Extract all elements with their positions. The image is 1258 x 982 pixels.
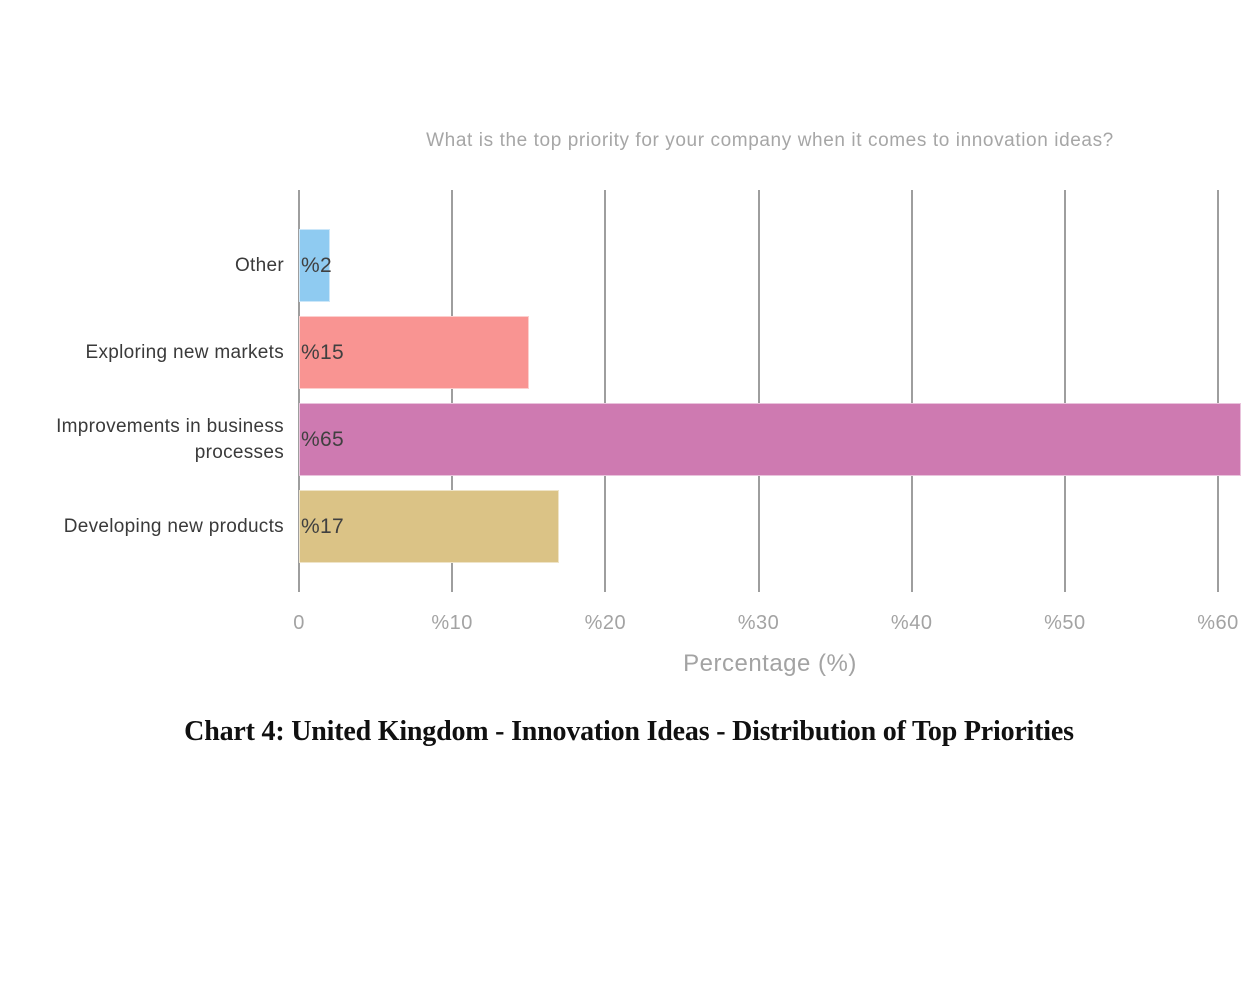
x-tick-label: %60 — [1197, 612, 1239, 634]
x-tick-label: %10 — [431, 612, 473, 634]
bar — [299, 490, 560, 563]
x-tick-label: %50 — [1044, 612, 1086, 634]
gridline — [1217, 190, 1220, 592]
gridline — [298, 190, 300, 592]
bar — [299, 316, 529, 389]
x-tick-label: 0 — [293, 612, 305, 634]
x-tick-label: %40 — [890, 612, 933, 634]
x-axis-ticks: 0 %10 %20 %30 %40 %50 %60 — [293, 612, 1241, 640]
chart-title: What is the top priority for your compan… — [426, 130, 1114, 151]
category-label: Improvements in business processes — [56, 415, 284, 463]
gridline — [1063, 190, 1066, 592]
figure-caption: Chart 4: United Kingdom - Innovation Ide… — [184, 716, 1074, 747]
gridline — [757, 190, 760, 592]
bar-value-label: %2 — [301, 253, 332, 277]
category-label: Developing new products — [63, 515, 284, 537]
plot-area: %2 %15 %65 %17 — [298, 190, 1241, 592]
x-tick-label: %30 — [737, 612, 780, 634]
bar — [299, 403, 1241, 476]
y-axis-category-labels: Other Exploring new markets Improvements i… — [0, 190, 284, 592]
x-axis-label: Percentage (%) — [683, 650, 857, 677]
bar-value-label: %17 — [301, 514, 344, 538]
bar-value-label: %65 — [301, 427, 344, 451]
bar-value-label: %15 — [301, 340, 344, 364]
category-label: Other — [234, 254, 284, 276]
category-label: Exploring new markets — [85, 341, 284, 363]
gridline — [604, 190, 607, 592]
gridline — [910, 190, 913, 592]
gridline — [451, 190, 454, 592]
bar — [299, 229, 330, 302]
x-tick-label: %20 — [584, 612, 627, 634]
